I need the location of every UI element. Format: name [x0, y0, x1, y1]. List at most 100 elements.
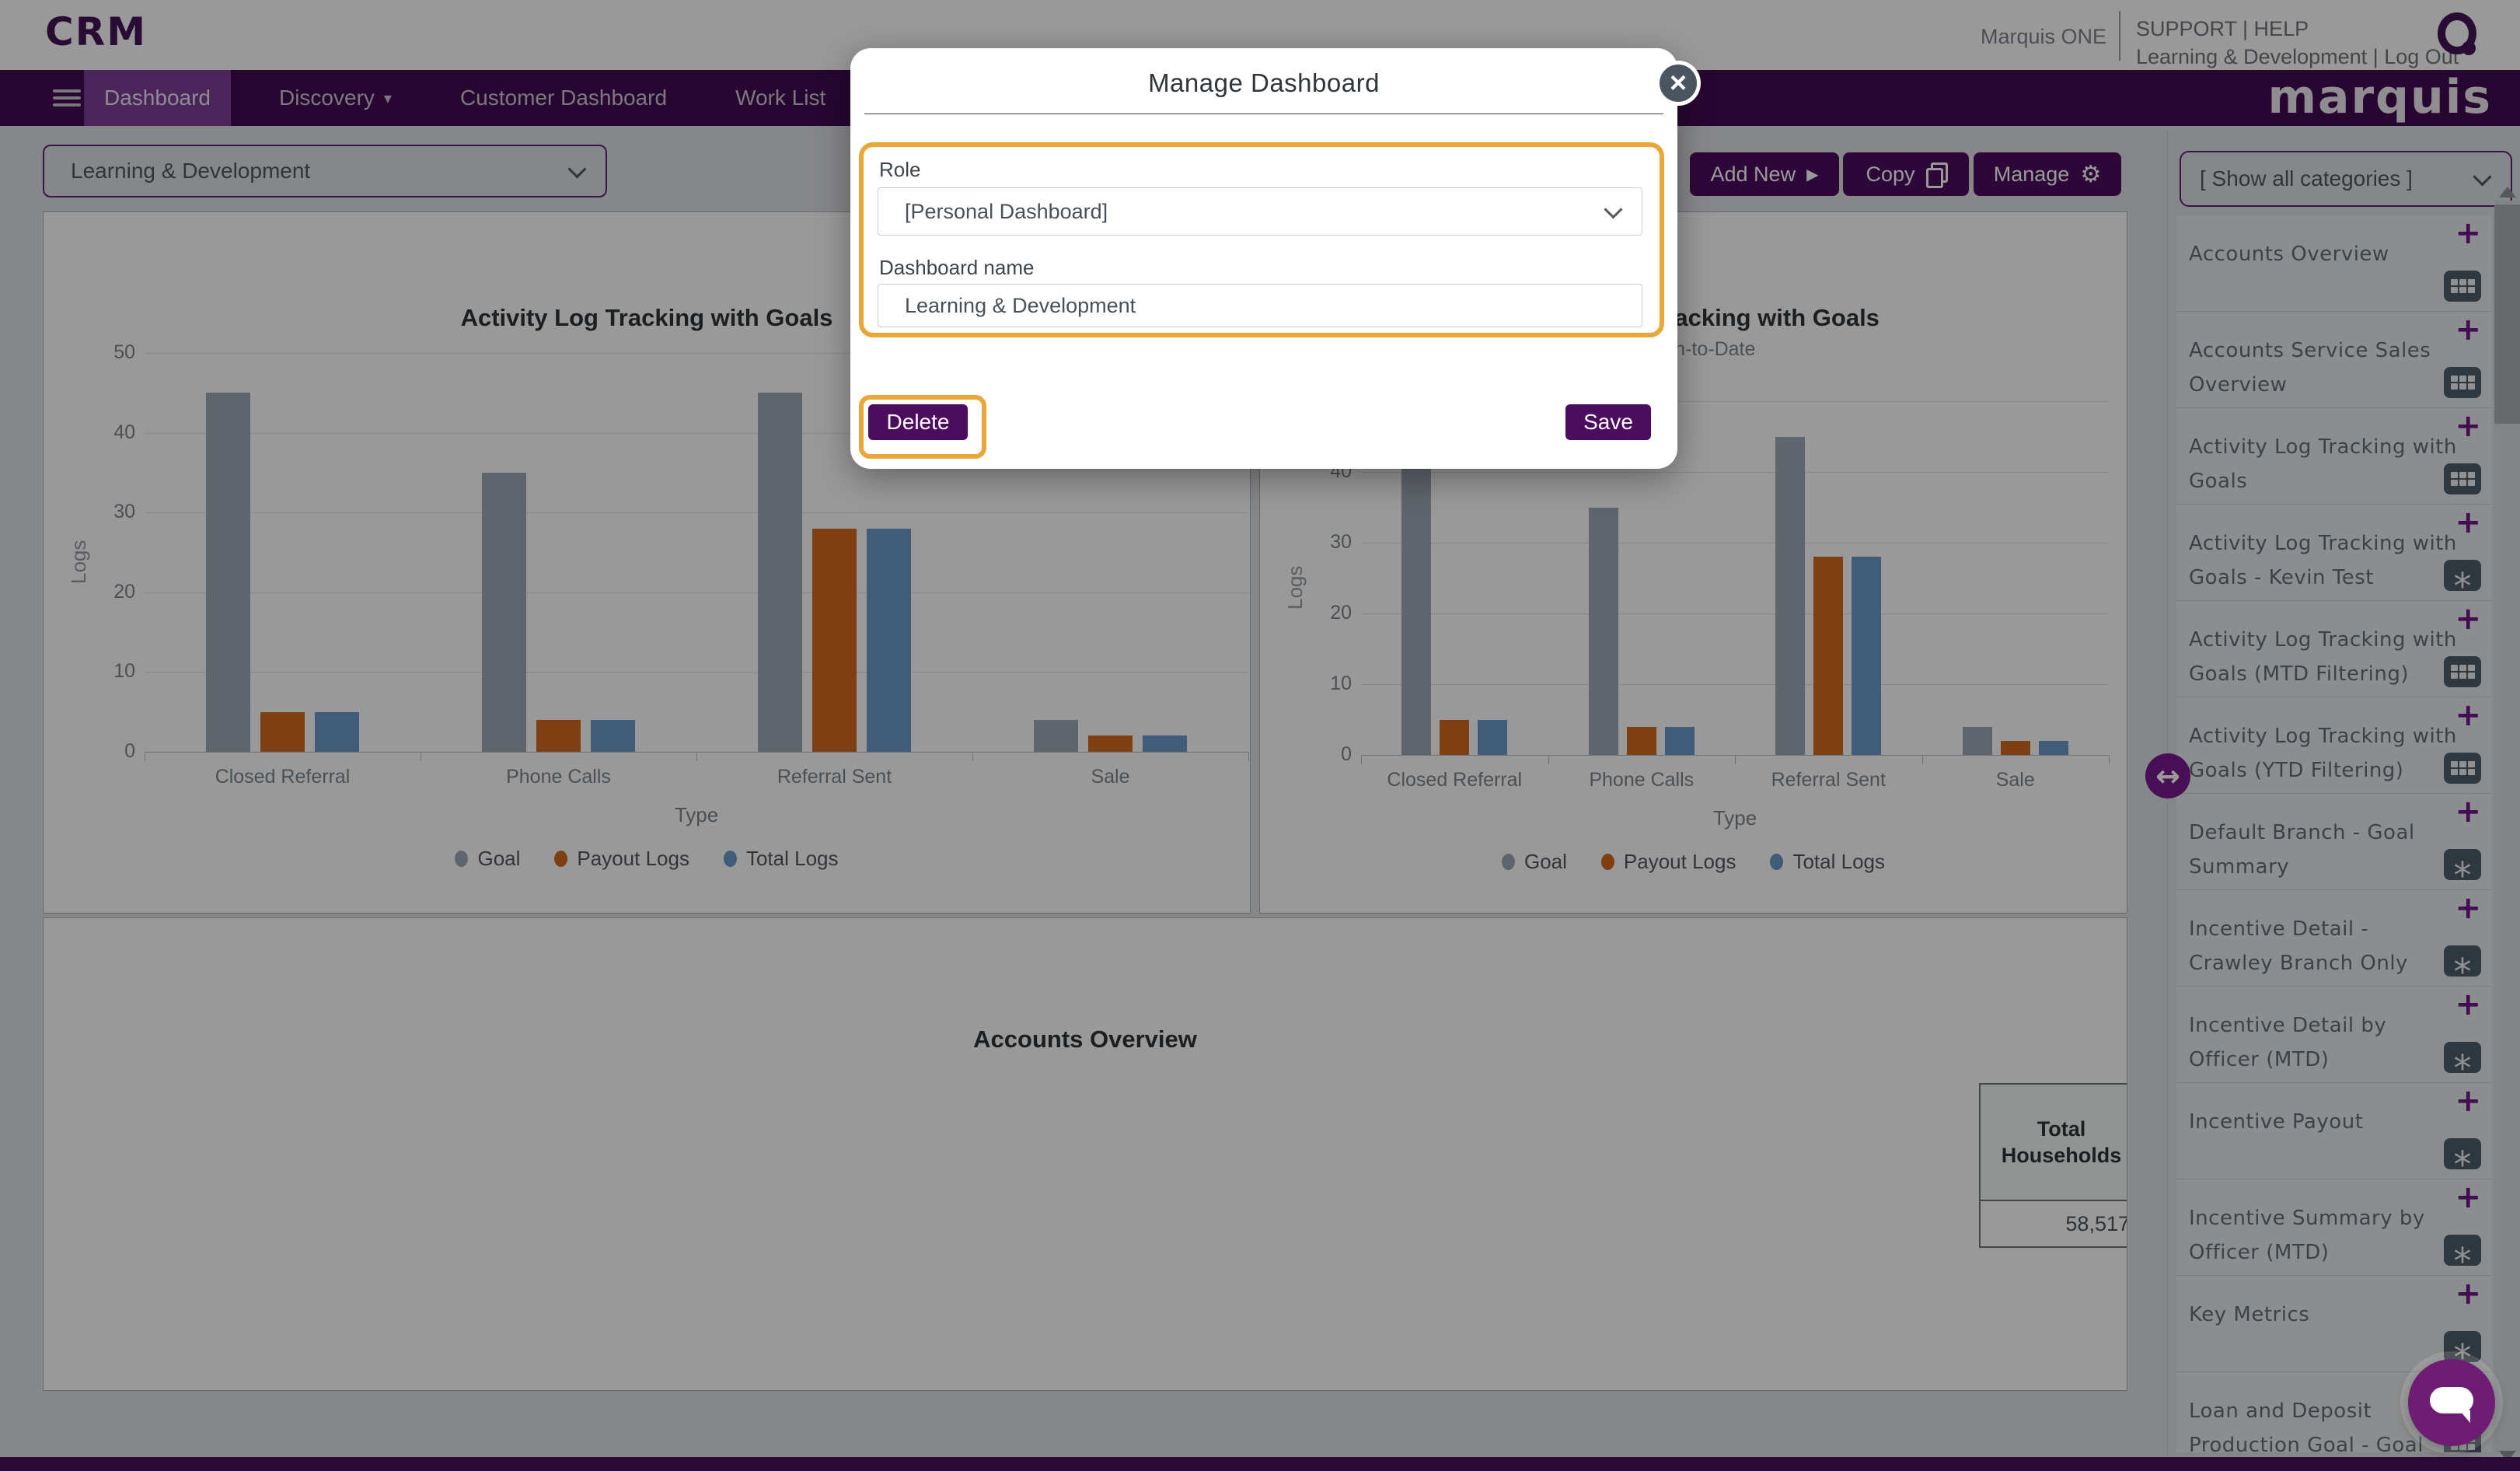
chat-button[interactable] — [2408, 1359, 2495, 1446]
add-plus-icon[interactable]: + — [2455, 505, 2481, 540]
add-plus-icon[interactable]: + — [2455, 1179, 2481, 1215]
add-plus-icon[interactable]: + — [2455, 890, 2481, 926]
dashboard-select[interactable]: Learning & Development — [43, 145, 607, 197]
bar-goal — [1962, 726, 1992, 755]
x-axis-category-label: Referral Sent — [1771, 769, 1886, 791]
sidebar-list-item[interactable]: Accounts Service Sales Overview + — [2176, 312, 2492, 408]
support-help-links[interactable]: SUPPORT | HELP — [2136, 17, 2309, 40]
sidebar-list-item[interactable]: Activity Log Tracking with Goals + — [2176, 408, 2492, 505]
copy-icon — [1925, 162, 1948, 188]
legend-item[interactable]: Goal — [455, 847, 520, 871]
crm-logo: CRM — [45, 9, 147, 54]
tab-work-list[interactable]: Work List — [735, 86, 826, 110]
bar-payout-logs — [1813, 557, 1844, 755]
legend-item[interactable]: Goal — [1501, 850, 1567, 874]
tab-customer-dashboard[interactable]: Customer Dashboard — [459, 86, 668, 110]
accounts-table: Total HouseholdsTotal IndividualsTotal #… — [1979, 1083, 2127, 1248]
bar-total-logs — [315, 711, 359, 752]
asterisk-icon[interactable]: * — [2444, 1235, 2481, 1279]
categories-select[interactable]: [ Show all categories ] — [2180, 151, 2512, 207]
sidebar-item-label: Key Metrics — [2189, 1303, 2310, 1326]
tab-dashboard[interactable]: Dashboard — [84, 70, 231, 126]
legend-item[interactable]: Payout Logs — [554, 847, 689, 871]
session-logout-links[interactable]: Learning & Development | Log Out — [2136, 45, 2459, 68]
chart-title: Activity Log Tracking with Goals — [460, 304, 833, 331]
dashboard-name-input[interactable] — [878, 292, 1606, 319]
add-plus-icon[interactable]: + — [2455, 601, 2481, 637]
bar-total-logs — [1852, 557, 1882, 755]
search-icon[interactable] — [2438, 12, 2478, 56]
legend-marker — [1501, 854, 1515, 870]
legend-item[interactable]: Payout Logs — [1600, 850, 1736, 874]
accounts-overview-card: Accounts Overview Total HouseholdsTotal … — [43, 917, 2127, 1391]
sidebar-list-item[interactable]: Activity Log Tracking with Goals - Kevin… — [2176, 505, 2492, 604]
y-axis-tick-label: 30 — [1330, 531, 1352, 553]
asterisk-icon[interactable]: * — [2444, 849, 2481, 893]
x-axis-tick — [1248, 752, 1249, 761]
gear-icon: ⚙ — [2080, 160, 2102, 188]
bar-total-logs — [2038, 740, 2068, 755]
bar-goal — [1775, 436, 1806, 755]
table-icon[interactable] — [2444, 656, 2481, 687]
x-axis-tick — [1735, 755, 1736, 764]
sidebar-item-label: Incentive Detail - Crawley Branch Only — [2189, 917, 2408, 975]
table-icon[interactable] — [2444, 753, 2481, 784]
account-name: Marquis ONE — [1980, 25, 2106, 48]
role-label: Role — [879, 158, 921, 181]
sidebar-item-label: Incentive Summary by Officer (MTD) — [2189, 1207, 2425, 1264]
sidebar-collapse-button[interactable]: ↔ — [2145, 753, 2190, 798]
add-plus-icon[interactable]: + — [2455, 1083, 2481, 1119]
bar-payout-logs — [812, 528, 857, 752]
add-plus-icon[interactable]: + — [2455, 697, 2481, 733]
bottom-bar — [0, 1457, 2520, 1471]
role-select[interactable]: [Personal Dashboard] — [878, 187, 1642, 236]
legend-item[interactable]: Total Logs — [1770, 850, 1885, 874]
sidebar-list-item[interactable]: Activity Log Tracking with Goals (YTD Fi… — [2176, 697, 2492, 794]
save-button[interactable]: Save — [1565, 404, 1651, 440]
y-axis-tick-label: 20 — [1330, 602, 1352, 624]
delete-button[interactable]: Delete — [868, 404, 968, 440]
table-icon[interactable] — [2444, 463, 2481, 494]
sidebar-list-item[interactable]: Accounts Overview + — [2176, 215, 2492, 312]
add-plus-icon[interactable]: + — [2455, 215, 2481, 251]
chevron-down-icon: ▾ — [383, 89, 392, 107]
sidebar-list-item[interactable]: Loan and Deposit Production Goal - Goal+ — [2176, 1372, 2492, 1452]
tab-discovery[interactable]: Discovery ▾ — [278, 86, 392, 110]
add-plus-icon[interactable]: + — [2455, 794, 2481, 830]
table-icon[interactable] — [2444, 367, 2481, 398]
table-row: 58,51767,737213,0793.64570167$4,970,898.… — [1979, 1200, 2127, 1248]
x-axis-tick — [1548, 755, 1549, 764]
sidebar-scrollbar-thumb[interactable] — [2494, 204, 2520, 424]
add-plus-icon[interactable]: + — [2455, 408, 2481, 444]
add-plus-icon[interactable]: + — [2455, 312, 2481, 348]
sidebar-list-item[interactable]: Incentive Detail by Officer (MTD) + * — [2176, 987, 2492, 1086]
accounts-overview-title: Accounts Overview — [973, 1026, 1197, 1053]
legend-item[interactable]: Total Logs — [723, 847, 839, 871]
sidebar-list-item[interactable]: Activity Log Tracking with Goals (MTD Fi… — [2176, 601, 2492, 697]
sidebar-item-label: Activity Log Tracking with Goals (YTD Fi… — [2189, 725, 2457, 782]
copy-button[interactable]: Copy — [1843, 152, 1969, 196]
asterisk-icon[interactable]: * — [2444, 1331, 2481, 1375]
gridline — [1361, 472, 2109, 473]
sidebar-list-item[interactable]: Incentive Summary by Officer (MTD) + * — [2176, 1179, 2492, 1279]
x-axis-category-label: Closed Referral — [1387, 769, 1523, 791]
sidebar-list-item[interactable]: Incentive Detail - Crawley Branch Only + * — [2176, 890, 2492, 990]
menu-icon[interactable] — [53, 89, 81, 108]
sidebar-list-item[interactable]: Default Branch - Goal Summary + * — [2176, 794, 2492, 893]
add-new-button[interactable]: Add New ▶ — [1690, 152, 1839, 196]
table-cell: 58,517 — [1979, 1200, 2127, 1248]
legend-label: Payout Logs — [1623, 850, 1736, 873]
bar-payout-logs — [1440, 719, 1470, 755]
gridline — [1361, 684, 2109, 685]
sidebar-list-item[interactable]: Incentive Payout + * — [2176, 1083, 2492, 1183]
add-plus-icon[interactable]: + — [2455, 1276, 2481, 1312]
scroll-up-icon[interactable] — [2499, 187, 2516, 197]
gridline — [145, 672, 1248, 673]
close-icon[interactable]: × — [1656, 61, 1701, 106]
marquis-logo: marquis — [2267, 70, 2492, 124]
sidebar-list-item[interactable]: Key Metrics + * — [2176, 1276, 2492, 1375]
add-plus-icon[interactable]: + — [2455, 987, 2481, 1022]
manage-button[interactable]: Manage ⚙ — [1974, 152, 2121, 196]
header-divider — [2119, 11, 2120, 61]
table-icon[interactable] — [2444, 271, 2481, 302]
